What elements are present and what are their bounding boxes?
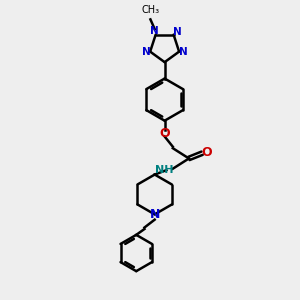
Text: N: N — [150, 208, 160, 221]
Text: N: N — [173, 27, 182, 37]
Text: NH: NH — [155, 165, 174, 175]
Text: O: O — [202, 146, 212, 159]
Text: N: N — [150, 26, 159, 35]
Text: O: O — [159, 128, 170, 140]
Text: N: N — [142, 46, 150, 57]
Text: N: N — [179, 47, 188, 57]
Text: CH₃: CH₃ — [141, 5, 160, 15]
